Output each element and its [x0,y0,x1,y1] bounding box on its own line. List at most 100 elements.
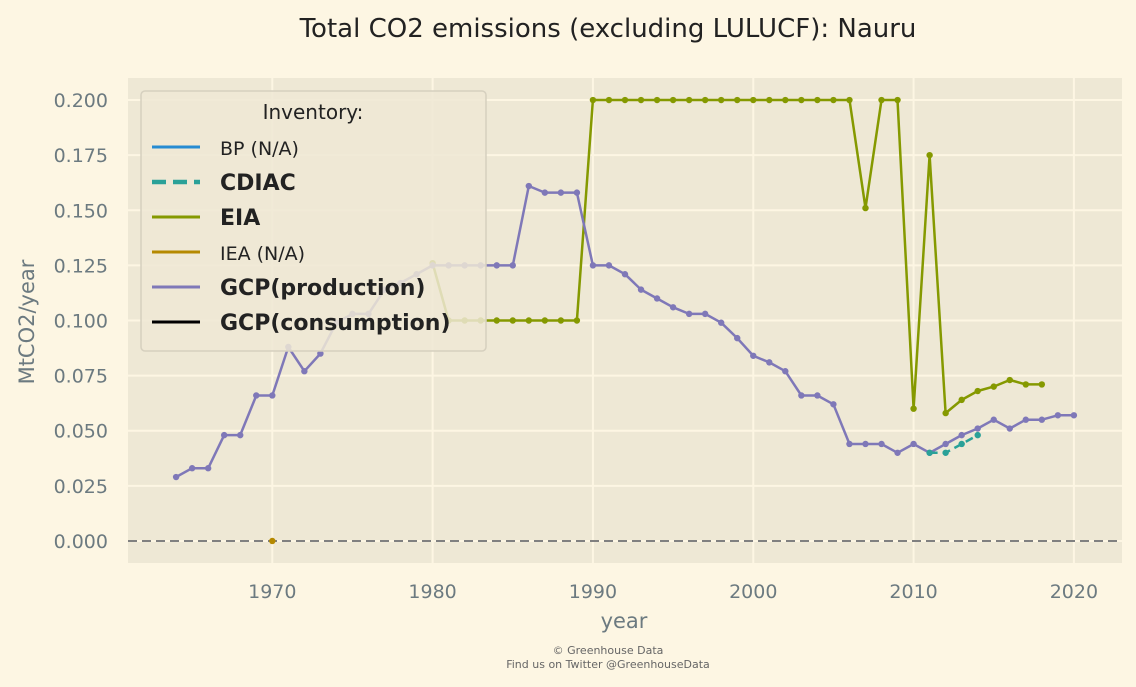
x-axis-label: year [601,609,648,633]
point-cdiac-2011 [926,449,933,456]
credit-line-2: Find us on Twitter @GreenhouseData [506,658,710,671]
point-gcp-production-2014 [974,425,981,432]
point-iea-n-a-1970 [269,537,276,545]
y-tick-0.000: 0.000 [54,531,108,553]
point-eia-1992 [621,96,629,104]
point-eia-2015 [990,383,997,390]
legend-title: Inventory: [263,100,364,124]
point-gcp-production-2005 [830,401,837,408]
point-cdiac-2013 [958,440,965,448]
point-cdiac-2012 [942,449,949,456]
point-gcp-production-1969 [253,392,260,399]
point-eia-2011 [926,151,933,159]
point-gcp-production-1970 [269,392,276,399]
x-tick-1970: 1970 [248,581,296,603]
point-eia-1995 [669,96,677,104]
y-tick-0.050: 0.050 [54,421,108,443]
point-gcp-production-1987 [541,189,549,196]
point-eia-1998 [717,96,725,104]
y-tick-0.175: 0.175 [54,145,108,167]
point-gcp-production-1992 [621,271,629,278]
point-gcp-production-1998 [717,319,725,326]
point-gcp-production-1989 [573,189,581,196]
point-gcp-production-1972 [301,368,308,375]
point-gcp-production-2008 [878,440,885,448]
legend-label-cdiac: CDIAC [220,171,296,196]
x-tick-1990: 1990 [569,581,617,603]
x-tick-1980: 1980 [408,581,456,603]
x-tick-2000: 2000 [729,581,777,603]
point-eia-2010 [910,405,917,412]
point-eia-1996 [685,96,693,104]
point-eia-2013 [958,396,965,404]
point-gcp-production-1964 [172,473,180,481]
point-eia-2005 [830,96,837,104]
point-eia-2002 [782,96,789,104]
point-gcp-production-1986 [525,182,533,190]
point-eia-2006 [846,96,853,104]
y-tick-0.200: 0.200 [54,90,108,112]
point-eia-1985 [509,317,516,324]
point-eia-1993 [637,96,645,104]
point-gcp-production-2000 [750,352,757,359]
point-gcp-production-1993 [637,286,645,293]
point-eia-2018 [1038,381,1046,388]
point-gcp-production-2020 [1070,412,1078,419]
point-gcp-production-1996 [685,310,693,318]
point-eia-2009 [894,96,901,104]
credit-line-1: © Greenhouse Data [553,644,664,657]
legend-label-iea-n-a: IEA (N/A) [220,243,305,265]
point-eia-2001 [766,96,773,104]
point-gcp-production-2015 [990,416,997,423]
point-eia-1999 [734,96,741,104]
point-gcp-production-2012 [942,440,949,448]
point-gcp-production-2003 [798,392,805,399]
point-gcp-production-1994 [653,295,661,302]
y-tick-labels: 0.000 0.025 0.050 0.075 0.100 0.125 0.150 0.175… [54,90,108,553]
point-gcp-production-1991 [605,262,613,269]
point-gcp-production-2002 [782,368,789,375]
legend-label-gcp-consumption: GCP(consumption) [220,311,451,336]
point-cdiac-2014 [974,431,981,439]
legend-label-gcp-production: GCP(production) [220,276,425,301]
point-gcp-production-1966 [204,465,212,472]
y-tick-0.025: 0.025 [54,476,108,498]
point-gcp-production-1988 [557,189,565,196]
point-eia-2004 [814,96,821,104]
point-gcp-production-2004 [814,392,821,399]
point-eia-1986 [525,317,533,324]
point-eia-1988 [557,317,565,324]
y-tick-0.150: 0.150 [54,200,108,222]
point-gcp-production-2017 [1022,416,1030,423]
point-eia-1997 [701,96,709,104]
point-gcp-production-1990 [589,262,597,269]
point-eia-2008 [878,96,885,104]
point-gcp-production-2018 [1038,416,1046,423]
point-gcp-production-1985 [509,262,516,269]
point-gcp-production-2007 [862,440,869,448]
point-gcp-production-2001 [766,359,773,366]
point-gcp-production-1995 [669,304,677,311]
point-eia-2007 [862,204,869,212]
y-tick-0.075: 0.075 [54,366,108,388]
legend-box [140,90,487,352]
y-tick-0.100: 0.100 [54,311,108,333]
legend-label-bp-n-a: BP (N/A) [220,138,299,160]
series-iea-n-a [269,537,276,545]
series-line-cdiac [929,434,979,455]
point-gcp-production-2006 [846,440,853,448]
point-eia-1991 [605,96,613,104]
y-tick-0.125: 0.125 [54,255,108,277]
point-gcp-production-1965 [188,465,196,472]
point-gcp-production-2019 [1054,412,1062,419]
x-tick-2020: 2020 [1050,581,1098,603]
point-eia-1984 [493,317,500,324]
series-cdiac [926,431,981,456]
point-eia-2017 [1022,381,1030,388]
x-tick-2010: 2010 [889,581,937,603]
chart-title: Total CO2 emissions (excluding LULUCF): … [299,14,917,44]
point-gcp-production-1967 [220,431,228,439]
legend-entries: BP (N/A) CDIAC EIA IEA (N/A) GCP(production)… [152,138,451,336]
point-gcp-production-2009 [894,449,901,456]
